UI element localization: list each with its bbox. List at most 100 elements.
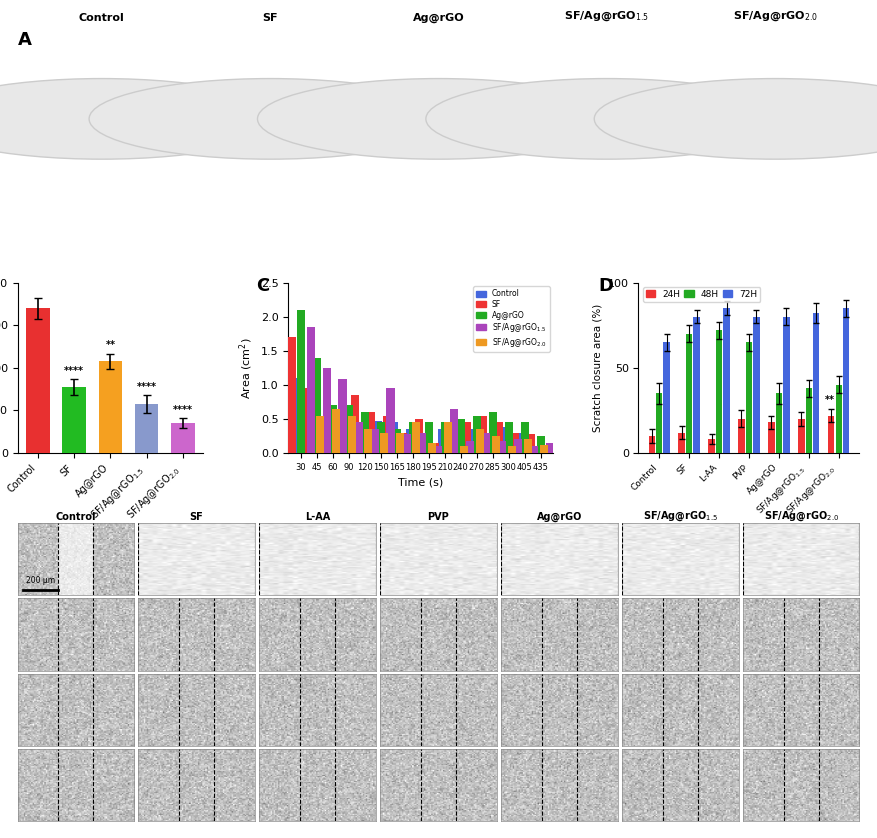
Bar (332, 409, 340, 453)
Bar (428, 442, 436, 453)
Bar (492, 436, 500, 453)
Bar (98, 361, 122, 453)
Bar (521, 422, 529, 453)
Bar (348, 416, 356, 453)
Text: SF/Ag@rGO$_{2.0}$: SF/Ag@rGO$_{2.0}$ (732, 10, 818, 23)
Bar (441, 422, 449, 453)
Bar (498, 441, 506, 453)
Bar (26, 308, 50, 453)
Bar (325, 409, 334, 453)
Bar (360, 412, 369, 453)
Legend: 24H, 48H, 72H: 24H, 48H, 72H (643, 287, 760, 302)
Bar (753, 317, 759, 453)
Bar (345, 406, 353, 453)
Bar (502, 427, 510, 453)
Bar (527, 434, 535, 453)
Bar (409, 422, 417, 453)
Bar (482, 432, 490, 453)
Y-axis label: Area (cm$^2$): Area (cm$^2$) (238, 337, 255, 399)
Bar (479, 416, 488, 453)
Bar (517, 432, 525, 453)
Bar (656, 393, 662, 453)
Bar (648, 436, 655, 453)
Bar (393, 429, 401, 453)
Bar (716, 330, 723, 453)
Bar (488, 412, 496, 453)
Bar (738, 419, 745, 453)
Bar (664, 342, 670, 453)
Title: Ag@rGO: Ag@rGO (537, 512, 582, 522)
Text: C: C (256, 277, 269, 296)
Bar (294, 378, 302, 453)
Bar (504, 422, 513, 453)
Bar (694, 317, 700, 453)
Title: SF: SF (189, 512, 203, 522)
Title: PVP: PVP (428, 512, 449, 522)
Bar (463, 422, 471, 453)
Text: 200 μm: 200 μm (26, 577, 55, 585)
Bar (422, 432, 430, 453)
Legend: Control, SF, Ag@rGO, SF/Ag@rGO$_{1.5}$, SF/Ag@rGO$_{2.0}$: Control, SF, Ag@rGO, SF/Ag@rGO$_{1.5}$, … (474, 287, 550, 352)
Bar (383, 416, 391, 453)
Title: L-AA: L-AA (305, 512, 330, 522)
Title: Control: Control (55, 512, 96, 522)
Bar (776, 393, 782, 453)
Bar (524, 439, 532, 453)
Bar (389, 422, 398, 453)
Bar (768, 422, 774, 453)
Bar (387, 388, 395, 453)
Bar (424, 422, 433, 453)
Bar (352, 395, 360, 453)
Bar (486, 432, 494, 453)
Bar (709, 439, 715, 453)
Bar (396, 432, 404, 453)
Bar (556, 446, 564, 453)
Bar (339, 380, 346, 453)
Bar (342, 422, 350, 453)
Bar (358, 427, 366, 453)
Bar (135, 404, 159, 453)
Text: **: ** (824, 396, 835, 406)
Bar (444, 422, 452, 453)
Bar (415, 419, 424, 453)
Bar (679, 432, 685, 453)
Bar (370, 429, 379, 453)
Bar (450, 409, 459, 453)
Bar (303, 388, 311, 453)
Circle shape (258, 79, 619, 159)
Title: SF/Ag@rGO$_{1.5}$: SF/Ag@rGO$_{1.5}$ (643, 510, 718, 523)
Bar (514, 439, 523, 453)
Bar (380, 432, 389, 453)
Bar (469, 429, 478, 453)
Text: SF: SF (262, 13, 278, 23)
Bar (546, 442, 554, 453)
Bar (278, 337, 286, 453)
Bar (467, 441, 474, 453)
Bar (453, 434, 461, 453)
Bar (798, 419, 804, 453)
Bar (335, 416, 344, 453)
Bar (374, 421, 381, 453)
Bar (473, 416, 481, 453)
Bar (843, 308, 850, 453)
Bar (836, 385, 842, 453)
Bar (62, 387, 86, 453)
Bar (438, 429, 446, 453)
Bar (319, 416, 327, 453)
Bar (495, 422, 503, 453)
Text: ****: **** (137, 382, 157, 392)
Bar (412, 422, 420, 453)
Circle shape (0, 79, 282, 159)
Bar (434, 446, 443, 453)
Bar (539, 445, 548, 453)
Title: SF/Ag@rGO$_{2.0}$: SF/Ag@rGO$_{2.0}$ (764, 510, 839, 523)
Bar (329, 406, 337, 453)
Bar (377, 422, 385, 453)
Bar (310, 399, 317, 453)
Bar (316, 416, 324, 453)
Bar (537, 436, 545, 453)
Bar (288, 337, 296, 453)
Text: A: A (18, 31, 32, 49)
Text: SF/Ag@rGO$_{1.5}$: SF/Ag@rGO$_{1.5}$ (564, 10, 650, 23)
Bar (323, 368, 331, 453)
